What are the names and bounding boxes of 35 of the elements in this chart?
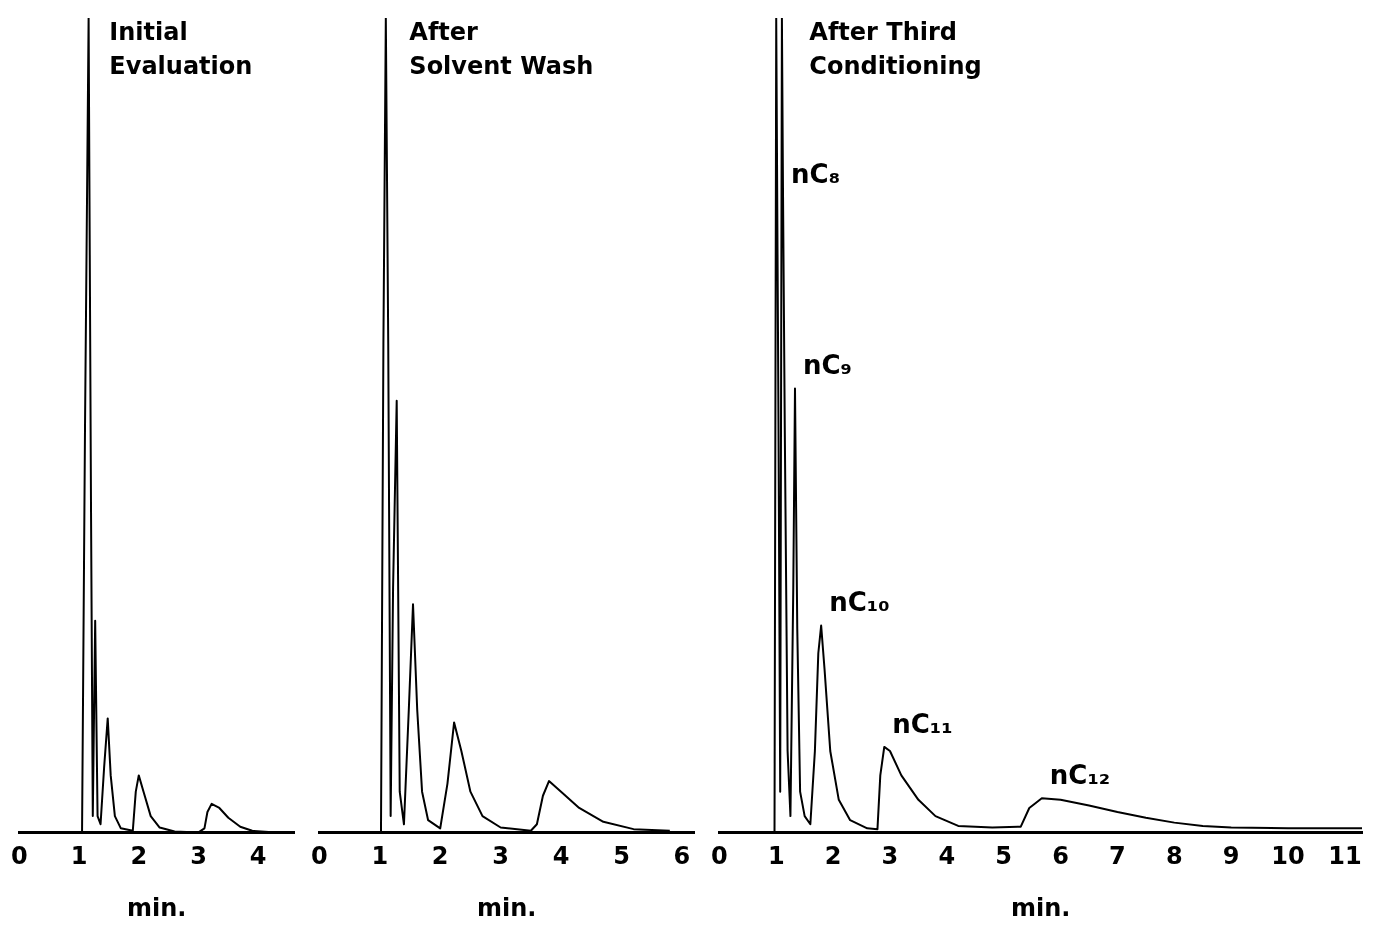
x-axis-title: min. bbox=[476, 893, 537, 922]
x-tick-label: 2 bbox=[431, 842, 449, 871]
x-tick-label: 9 bbox=[1222, 842, 1240, 871]
annotation: nC₈ bbox=[791, 158, 841, 189]
x-tick-label: 0 bbox=[711, 842, 728, 871]
x-tick-label: 4 bbox=[552, 842, 570, 871]
x-tick-label: 11 bbox=[1328, 842, 1362, 871]
annotation: nC₁₀ bbox=[829, 587, 890, 618]
x-tick-label: 6 bbox=[673, 842, 691, 871]
x-axis-title: min. bbox=[126, 893, 187, 922]
x-tick-label: 7 bbox=[1109, 842, 1126, 871]
annotation: nC₁₂ bbox=[1049, 759, 1111, 790]
x-tick-label: 3 bbox=[190, 842, 207, 871]
x-tick-label: 8 bbox=[1165, 842, 1183, 871]
x-tick-label: 3 bbox=[492, 842, 509, 871]
x-tick-label: 1 bbox=[767, 842, 785, 871]
x-tick-label: 10 bbox=[1271, 842, 1305, 871]
x-tick-label: 1 bbox=[70, 842, 88, 871]
x-tick-label: 4 bbox=[938, 842, 956, 871]
x-tick-label: 1 bbox=[371, 842, 389, 871]
x-tick-label: 5 bbox=[613, 842, 630, 871]
x-axis-title: min. bbox=[1010, 893, 1071, 922]
x-tick-label: 2 bbox=[824, 842, 842, 871]
x-tick-label: 3 bbox=[881, 842, 899, 871]
x-tick-label: 5 bbox=[995, 842, 1013, 871]
text: After Solvent Wash bbox=[409, 18, 594, 81]
x-tick-label: 6 bbox=[1052, 842, 1069, 871]
x-tick-label: 4 bbox=[249, 842, 267, 871]
x-tick-label: 0 bbox=[11, 842, 28, 871]
x-tick-label: 2 bbox=[130, 842, 148, 871]
annotation: nC₉ bbox=[802, 350, 852, 381]
x-tick-label: 0 bbox=[311, 842, 328, 871]
text: After Third Conditioning bbox=[809, 18, 982, 81]
annotation: nC₁₁ bbox=[892, 708, 953, 739]
text: Initial Evaluation bbox=[109, 18, 253, 81]
